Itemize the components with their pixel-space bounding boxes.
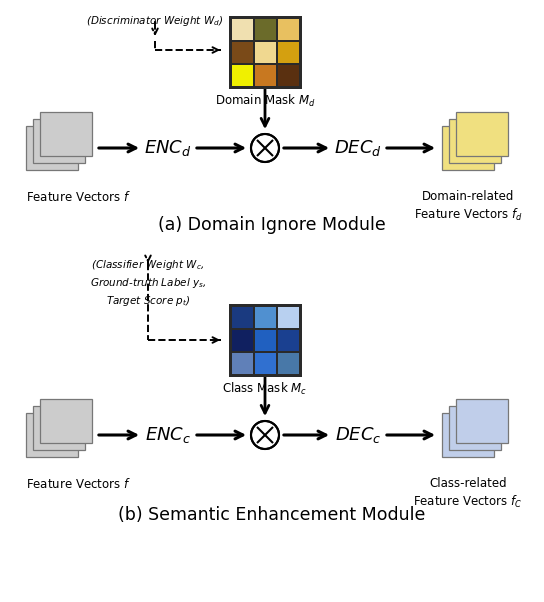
Bar	[232, 19, 252, 40]
Bar	[442, 413, 494, 457]
Bar	[255, 42, 275, 63]
Text: (b) Semantic Enhancement Module: (b) Semantic Enhancement Module	[118, 506, 426, 524]
Bar	[277, 42, 299, 63]
Circle shape	[251, 134, 279, 162]
Bar	[232, 42, 252, 63]
Bar	[232, 329, 252, 350]
Bar	[442, 126, 494, 170]
Text: Domain Mask $M_d$: Domain Mask $M_d$	[215, 93, 316, 108]
Bar	[277, 19, 299, 40]
Bar	[255, 329, 275, 350]
Bar	[255, 64, 275, 85]
Bar	[33, 119, 85, 163]
Bar	[232, 64, 252, 85]
Bar	[277, 64, 299, 85]
Bar	[26, 126, 78, 170]
Circle shape	[251, 421, 279, 449]
Bar	[255, 306, 275, 327]
Bar	[26, 413, 78, 457]
Text: Feature Vectors $f$: Feature Vectors $f$	[26, 477, 131, 491]
Bar	[33, 406, 85, 450]
Bar	[277, 329, 299, 350]
Bar	[232, 353, 252, 373]
Text: Domain-related
Feature Vectors $f_d$: Domain-related Feature Vectors $f_d$	[413, 190, 522, 223]
Bar	[449, 119, 501, 163]
Bar	[456, 112, 508, 156]
Bar	[277, 306, 299, 327]
Text: (Classifier Weight $W_c$,
Ground-truth Label $y_s$,
Target Score $p_t$): (Classifier Weight $W_c$, Ground-truth L…	[90, 258, 206, 308]
Bar	[40, 112, 92, 156]
Text: $ENC_d$: $ENC_d$	[144, 138, 191, 158]
Bar	[449, 406, 501, 450]
Bar	[277, 353, 299, 373]
Bar	[228, 16, 301, 88]
Text: $DEC_c$: $DEC_c$	[335, 425, 381, 445]
Bar	[255, 353, 275, 373]
Text: Feature Vectors $f$: Feature Vectors $f$	[26, 190, 131, 204]
Text: (Discriminator Weight $W_d$): (Discriminator Weight $W_d$)	[86, 14, 224, 28]
Bar	[228, 303, 301, 376]
Bar	[255, 19, 275, 40]
Text: Class-related
Feature Vectors $f_C$: Class-related Feature Vectors $f_C$	[413, 477, 523, 510]
Text: Class Mask $M_c$: Class Mask $M_c$	[222, 380, 307, 397]
Text: $DEC_d$: $DEC_d$	[334, 138, 382, 158]
Bar	[456, 399, 508, 443]
Bar	[40, 399, 92, 443]
Bar	[232, 306, 252, 327]
Text: $ENC_c$: $ENC_c$	[145, 425, 191, 445]
Text: (a) Domain Ignore Module: (a) Domain Ignore Module	[158, 216, 386, 234]
